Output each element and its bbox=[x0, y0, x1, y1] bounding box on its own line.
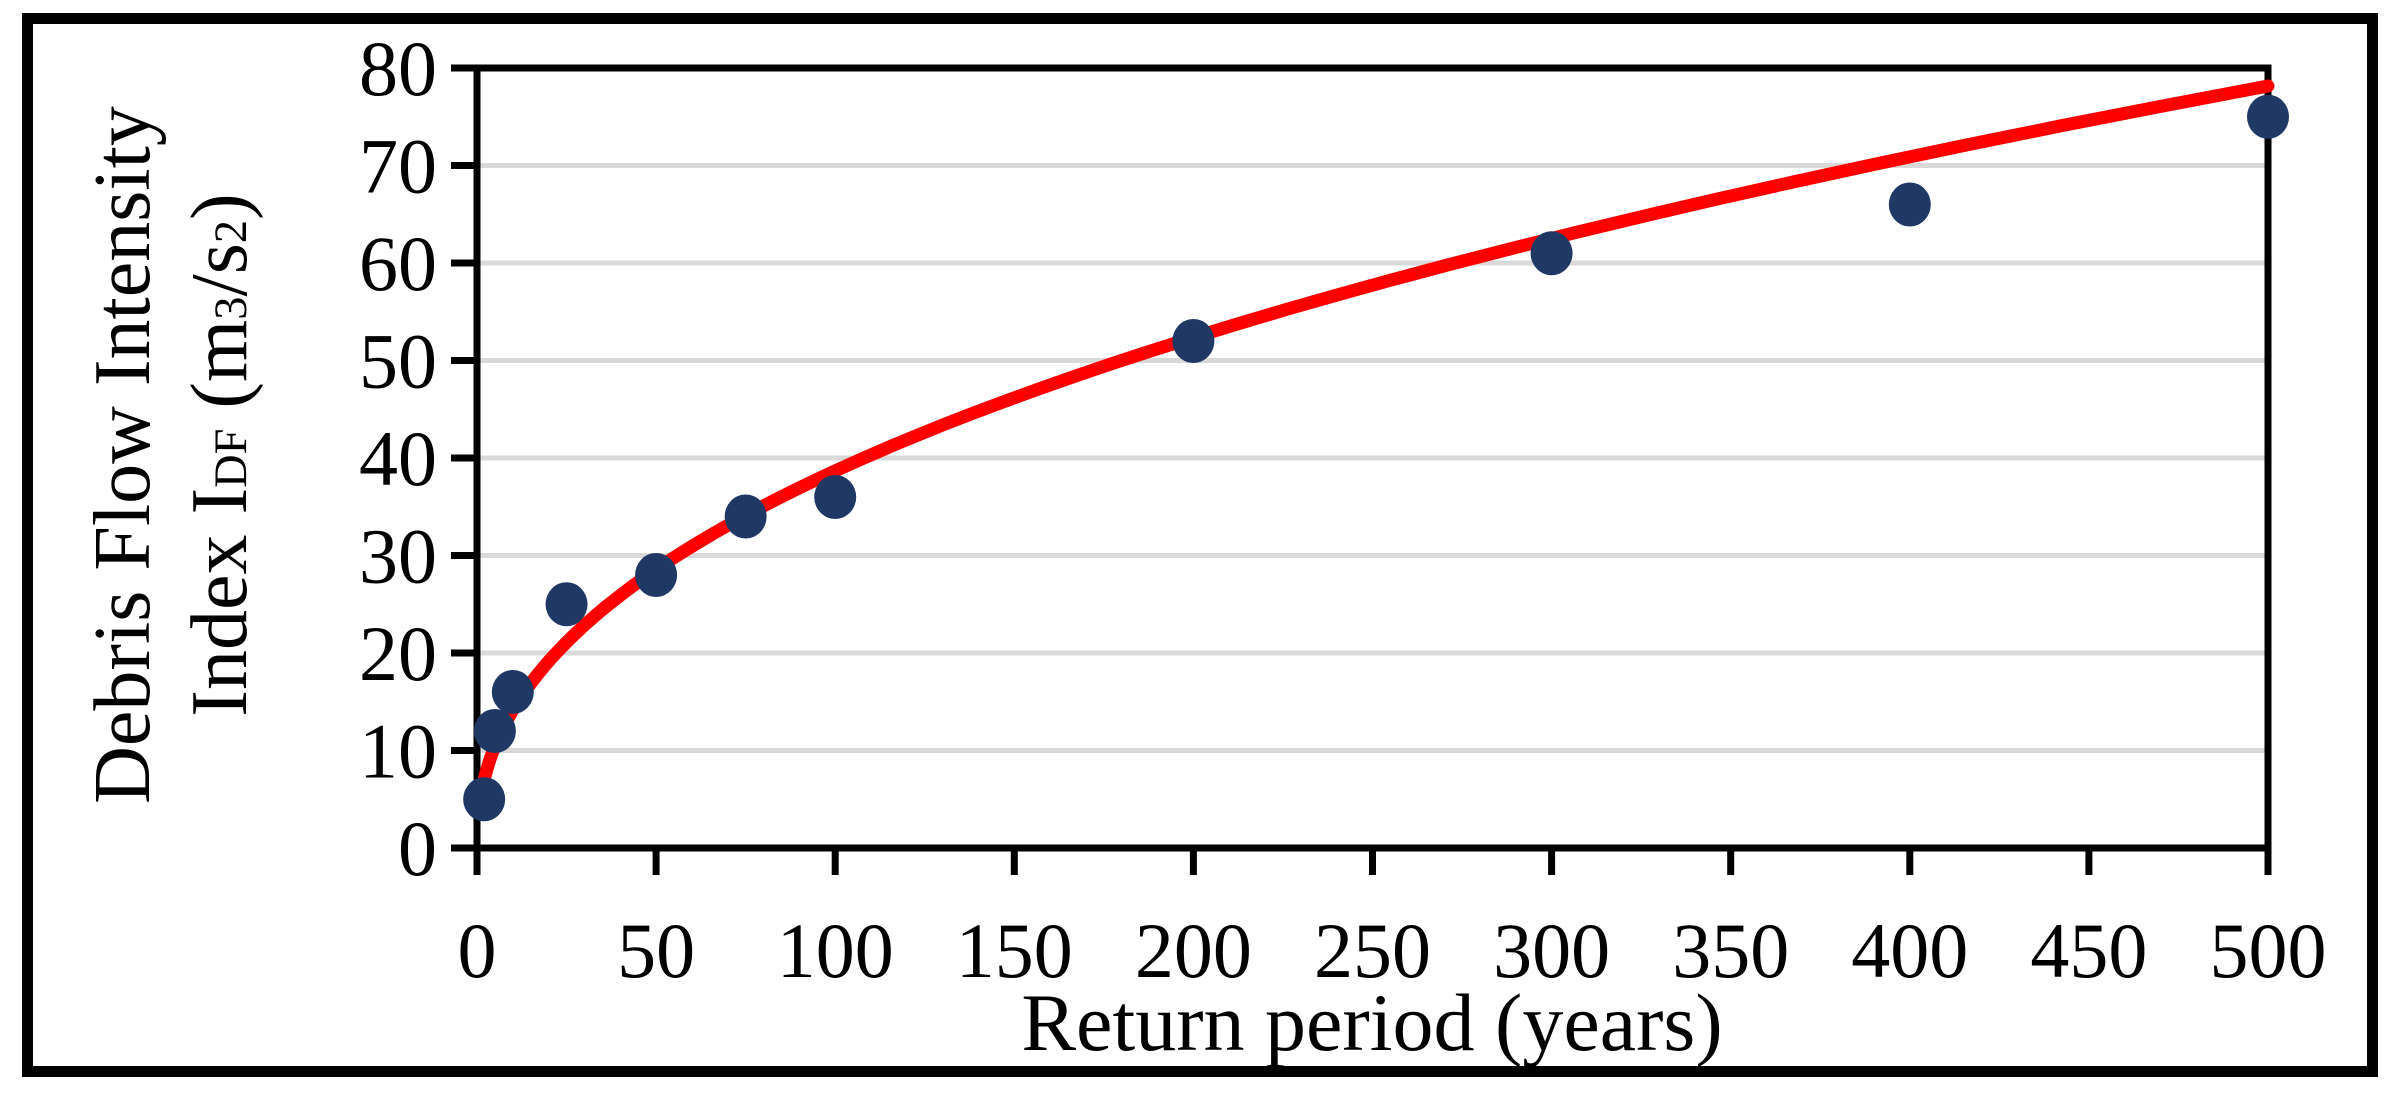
x-tick-label: 400 bbox=[1851, 907, 1968, 994]
y-axis-title-text: (m bbox=[176, 319, 264, 429]
y-axis-title-subscript: DF bbox=[206, 428, 257, 488]
data-point bbox=[724, 494, 767, 539]
data-point bbox=[1172, 319, 1215, 363]
x-tick-label: 0 bbox=[458, 907, 497, 994]
data-point bbox=[635, 553, 678, 597]
x-tick-label: 250 bbox=[1314, 907, 1431, 994]
x-tick-label: 150 bbox=[956, 907, 1073, 994]
data-point bbox=[545, 582, 588, 627]
y-tick-label: 0 bbox=[398, 805, 437, 892]
y-tick-label: 20 bbox=[359, 610, 437, 697]
y-axis-title-line1: Debris Flow Intensity bbox=[79, 106, 167, 804]
data-point bbox=[2247, 94, 2289, 139]
plot-border bbox=[473, 64, 2272, 852]
x-tick-label: 200 bbox=[1135, 907, 1252, 994]
y-tick-label: 10 bbox=[359, 708, 437, 795]
y-axis-title-superscript: 3 bbox=[206, 296, 257, 320]
y-axis-title-superscript: 2 bbox=[206, 219, 257, 244]
data-point bbox=[1888, 182, 1931, 227]
x-tick-label: 50 bbox=[617, 907, 695, 994]
data-point bbox=[814, 475, 857, 519]
x-tick-label: 350 bbox=[1672, 907, 1789, 994]
data-point bbox=[491, 670, 534, 714]
x-tick-label: 100 bbox=[777, 907, 894, 994]
data-point bbox=[473, 709, 516, 753]
y-tick-label: 40 bbox=[359, 415, 437, 502]
data-point bbox=[463, 777, 506, 822]
data-point bbox=[1530, 231, 1573, 276]
y-tick-label: 80 bbox=[359, 25, 437, 112]
y-tick-label: 50 bbox=[359, 318, 437, 405]
x-tick-label: 500 bbox=[2210, 907, 2327, 994]
y-axis-title-text: /s bbox=[176, 243, 264, 297]
x-tick-label: 450 bbox=[2030, 907, 2147, 994]
trend-line bbox=[477, 79, 2275, 787]
y-tick-label: 30 bbox=[359, 513, 437, 600]
y-axis-title-text: Index I bbox=[176, 487, 264, 717]
y-axis-title-line2: Index IDF (m3/s2) bbox=[176, 193, 264, 716]
y-tick-label: 70 bbox=[359, 123, 437, 210]
x-tick-label: 300 bbox=[1493, 907, 1610, 994]
y-tick-label: 60 bbox=[359, 220, 437, 307]
x-axis-title: Return period (years) bbox=[1021, 977, 1723, 1068]
y-axis-title-text: ) bbox=[176, 193, 264, 220]
